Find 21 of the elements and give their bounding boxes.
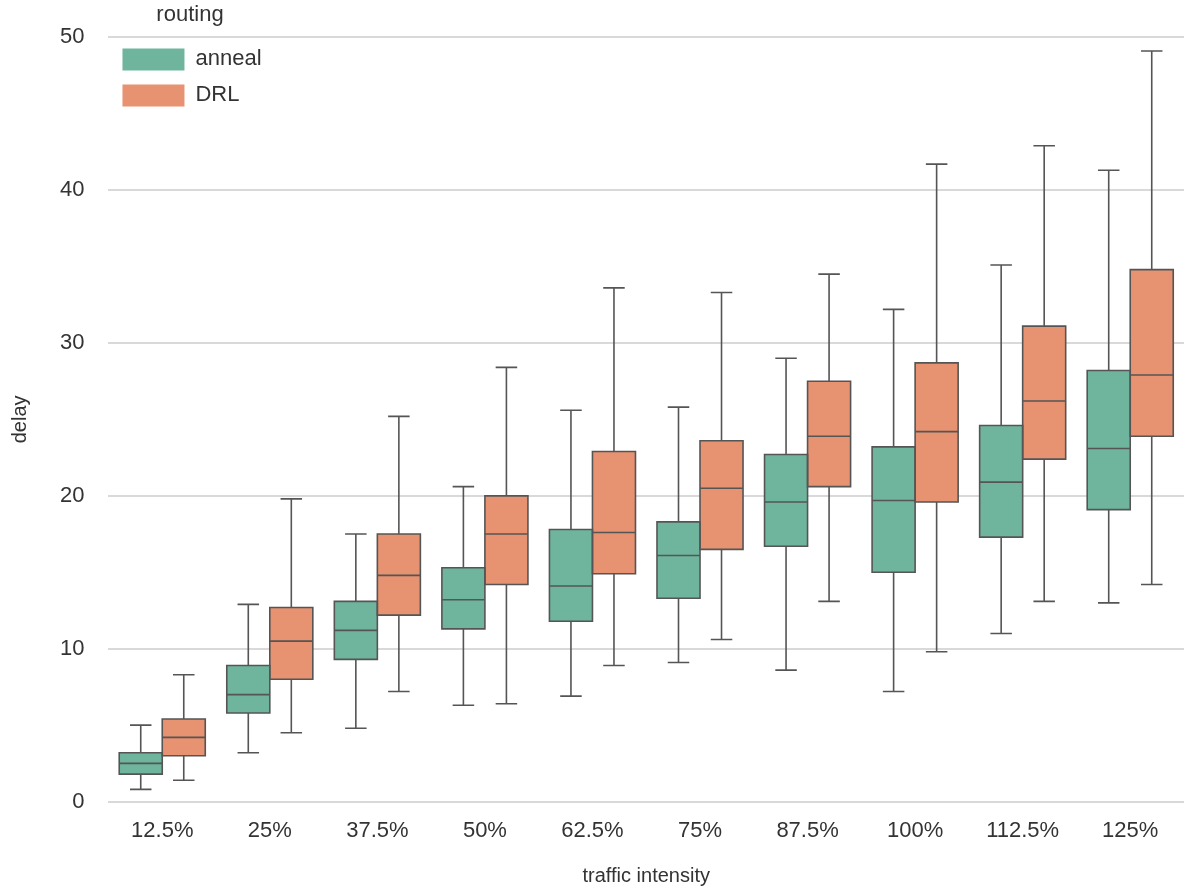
- legend-label: DRL: [195, 81, 240, 107]
- x-tick-label: 37.5%: [346, 816, 409, 842]
- x-tick-label: 75%: [677, 816, 723, 842]
- x-tick-label: 112.5%: [986, 816, 1060, 842]
- y-tick-label: 10: [59, 634, 85, 660]
- legend-label: anneal: [195, 45, 262, 71]
- y-tick-label: 30: [59, 329, 85, 355]
- legend-title: routing: [156, 1, 224, 27]
- x-tick-label: 50%: [462, 816, 507, 842]
- x-tick-label: 62.5%: [561, 816, 624, 842]
- y-tick-label: 0: [72, 787, 85, 813]
- x-tick-label: 25%: [247, 816, 292, 842]
- y-tick-label: 40: [59, 176, 85, 202]
- x-tick-label: 125%: [1102, 816, 1159, 842]
- x-axis-title: traffic intensity: [582, 863, 710, 886]
- y-axis-title: delay: [7, 395, 30, 444]
- x-tick-label: 12.5%: [131, 816, 194, 842]
- x-tick-label: 87.5%: [776, 816, 839, 842]
- x-tick-label: 100%: [886, 816, 944, 842]
- y-tick-label: 50: [59, 23, 85, 49]
- y-tick-label: 20: [59, 481, 85, 507]
